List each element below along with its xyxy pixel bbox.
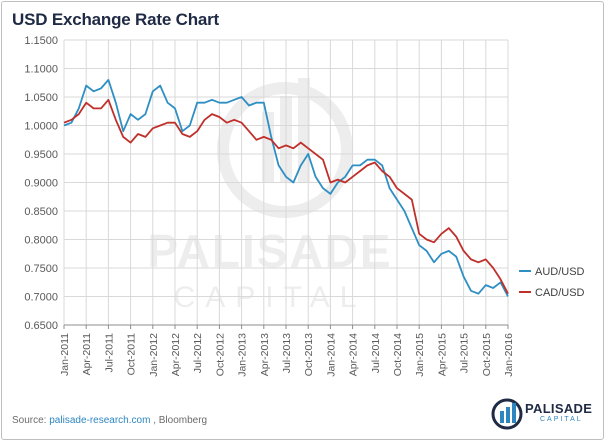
series-line-cad-usd: [63, 98, 509, 295]
x-tick-label: Jan-2016: [503, 333, 515, 377]
x-tick-label: Jan-2011: [59, 333, 71, 376]
x-tick-label: Apr-2011: [81, 333, 93, 376]
x-tick-label: Oct-2012: [214, 333, 226, 376]
grid: [63, 39, 509, 326]
y-tick-label: 1.1500: [24, 35, 58, 47]
x-tick-label: Jan-2012: [148, 333, 160, 377]
x-tick-label: Apr-2012: [170, 333, 182, 376]
x-tick-label: Oct-2015: [481, 333, 493, 376]
x-tick-label: Apr-2015: [436, 333, 448, 376]
y-tick-label: 1.1000: [24, 64, 58, 76]
y-tick-label: 0.6500: [24, 320, 58, 332]
x-tick-label: Jul-2014: [370, 333, 382, 373]
x-tick-label: Jul-2013: [281, 333, 293, 373]
y-tick-label: 1.0500: [24, 92, 58, 104]
x-tick-label: Oct-2014: [392, 333, 404, 376]
y-tick-label: 0.9000: [24, 178, 58, 190]
x-tick-label: Jan-2015: [414, 333, 426, 377]
x-tick-label: Apr-2013: [259, 333, 271, 376]
series-line-aud-usd: [63, 79, 509, 297]
legend-label: AUD/USD: [535, 266, 585, 278]
y-tick-label: 0.7000: [24, 292, 58, 304]
y-tick-label: 0.9500: [24, 149, 58, 161]
logo-name: PALISADE: [525, 401, 593, 416]
source-link[interactable]: palisade-research.com: [49, 415, 151, 426]
watermark-text-line2: CAPITAL: [174, 281, 367, 314]
watermark-ring: [217, 82, 353, 218]
y-axis: 1.1500 1.1000 1.0500 1.0000 0.9500 0.9000 0.85…: [24, 35, 58, 332]
x-tick-label: Jul-2011: [103, 333, 115, 373]
legend: AUD/USD CAD/USD: [519, 266, 585, 299]
x-tick-label: Oct-2013: [303, 333, 315, 376]
chart-title: USD Exchange Rate Chart: [12, 10, 220, 29]
y-tick-label: 1.0000: [24, 121, 58, 133]
y-tick-label: 0.8000: [24, 235, 58, 247]
x-tick-label: Jul-2012: [192, 333, 204, 373]
watermark: PALISADE CAPITAL: [147, 78, 392, 314]
x-tick-label: Oct-2011: [126, 333, 138, 376]
watermark-text-line1: PALISADE: [147, 225, 392, 277]
source-rest: , Bloomberg: [153, 415, 208, 426]
x-tick-label: Apr-2014: [348, 333, 360, 376]
logo-sub: CAPITAL: [540, 416, 583, 423]
x-axis: Jan-2011 Apr-2011 Jul-2011 Oct-2011 Jan-2012…: [59, 324, 515, 377]
source-footer: Source: palisade-research.com , Bloomber…: [12, 415, 207, 426]
series-lines: [63, 79, 509, 297]
source-label: Source:: [12, 415, 47, 426]
x-tick-label: Jan-2013: [237, 333, 249, 377]
logo-icon: [491, 398, 523, 430]
x-tick-label: Jul-2015: [459, 333, 471, 373]
y-tick-label: 0.8500: [24, 206, 58, 218]
x-tick-label: Jan-2014: [325, 333, 337, 377]
y-tick-label: 0.7500: [24, 263, 58, 275]
legend-label: CAD/USD: [535, 287, 585, 299]
palisade-logo: PALISADE CAPITAL: [488, 394, 600, 434]
watermark-bar: [262, 112, 274, 182]
